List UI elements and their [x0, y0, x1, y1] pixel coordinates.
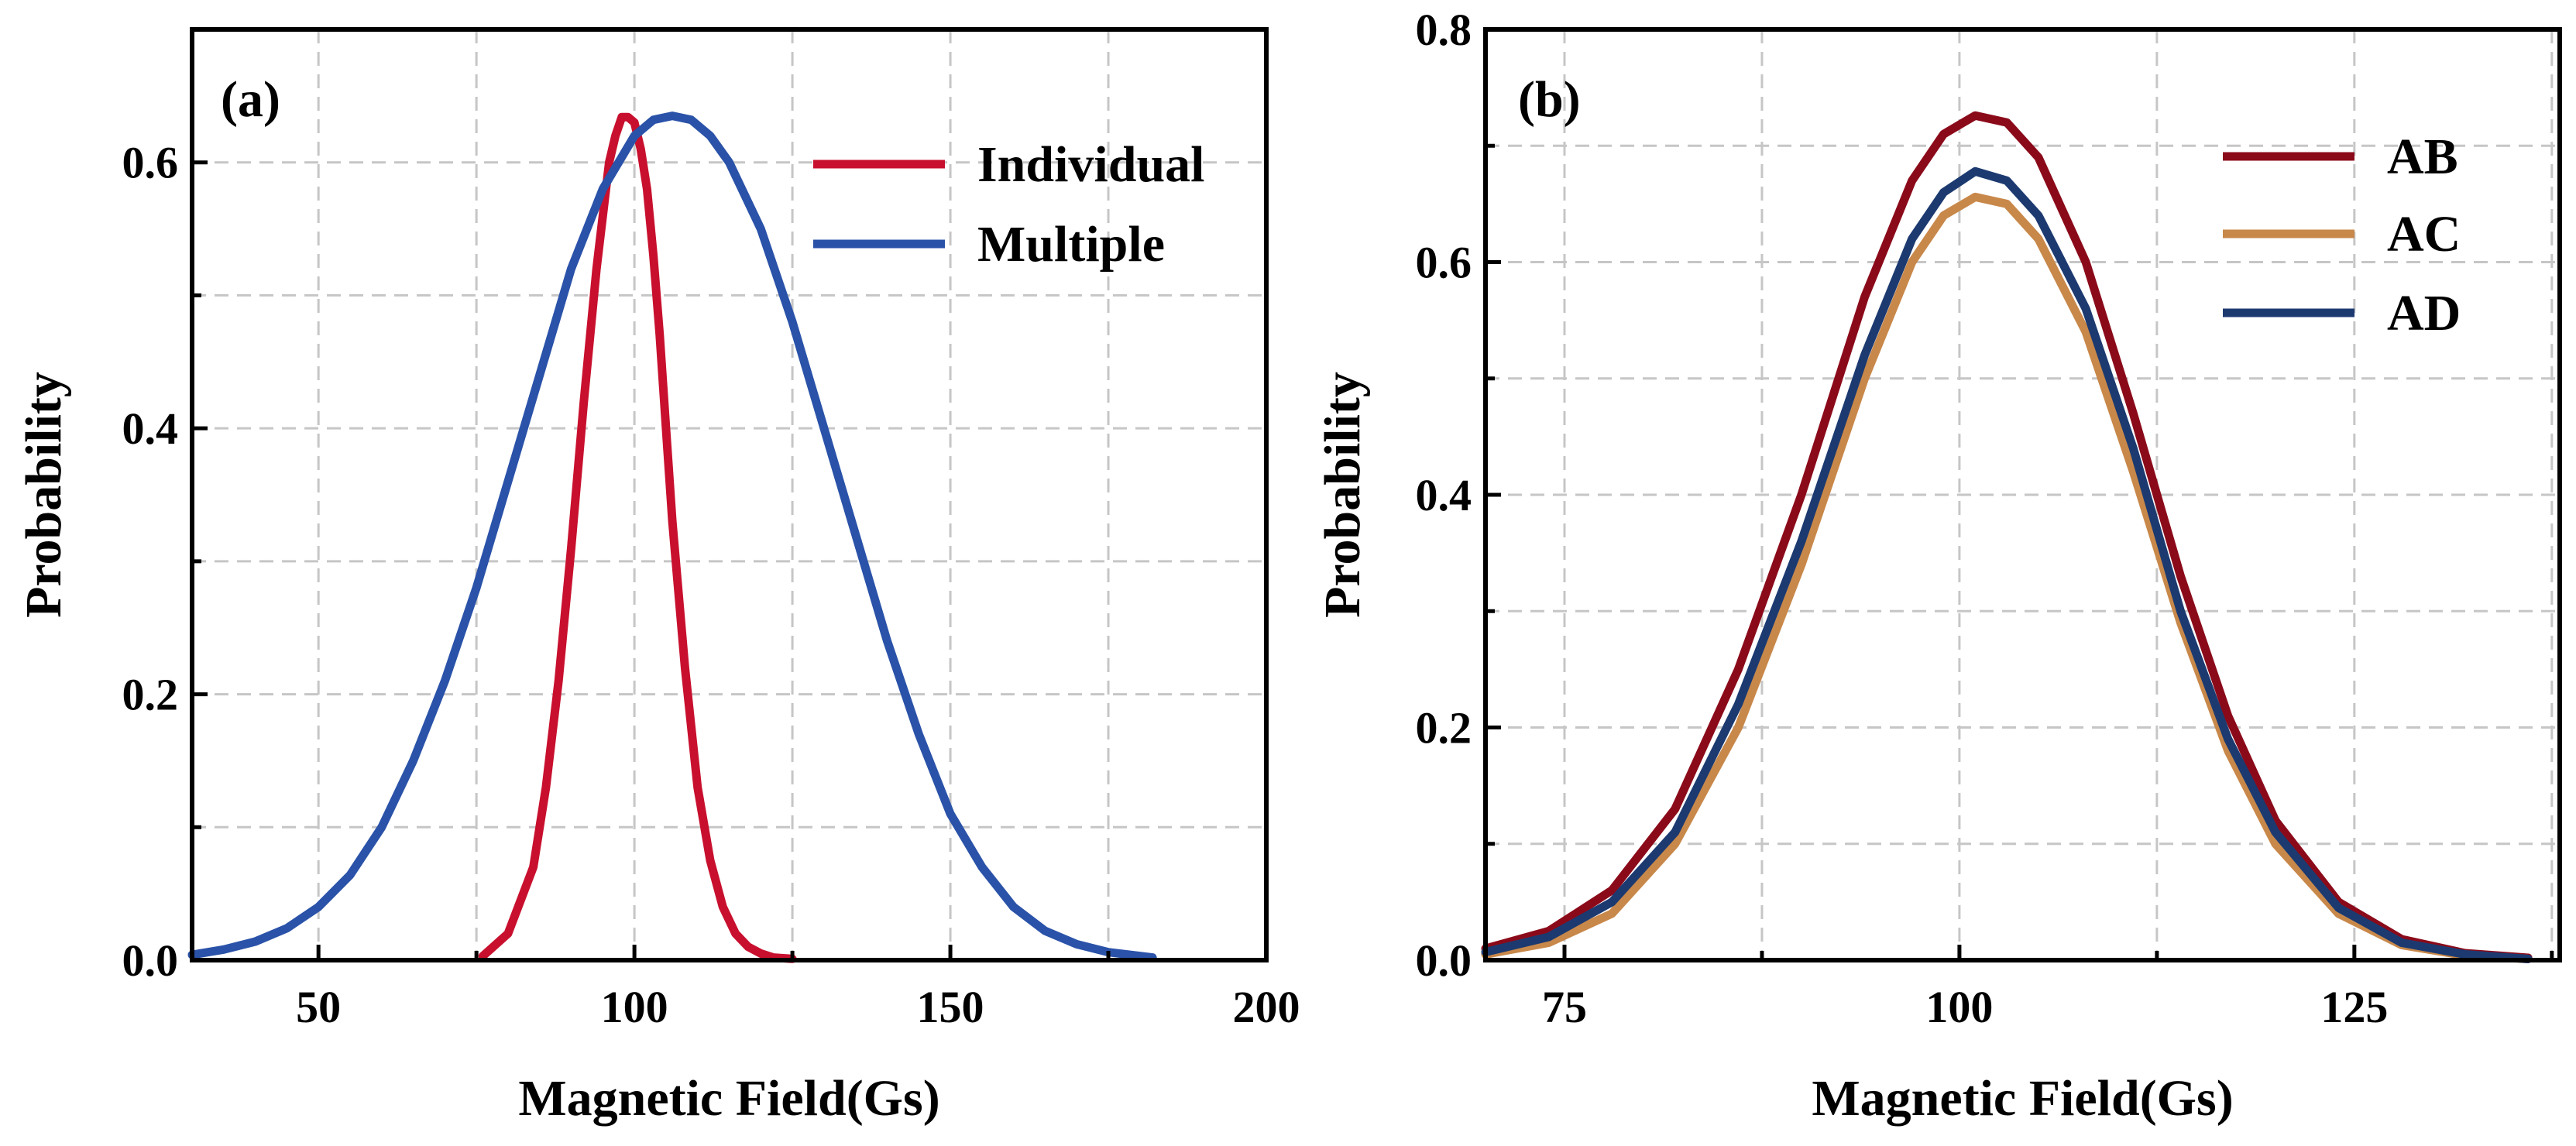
y-tick-label: 0.0 — [1416, 935, 1472, 986]
y-tick-label: 0.6 — [1416, 238, 1472, 288]
x-tick-label: 75 — [1542, 982, 1587, 1032]
legend: Individual Multiple — [813, 136, 1205, 273]
series-line-multiple — [187, 112, 1157, 962]
y-axis-label: Probability — [1314, 372, 1371, 618]
x-axis-label: Magnetic Field(Gs) — [1812, 1070, 2233, 1127]
y-tick-label: 0.6 — [122, 138, 179, 188]
series-line-ad — [1481, 166, 2533, 963]
legend-label-individual: Individual — [977, 136, 1205, 193]
chart-panel-b: 75 100 125 0.0 0.2 0.4 0.6 0.8 Magnetic Field(Gs… — [1314, 5, 2562, 1127]
x-tick-label: 125 — [2320, 982, 2388, 1032]
y-tick-label: 0.4 — [1416, 470, 1472, 520]
legend-label-ad: AD — [2387, 285, 2461, 341]
series-line-individual — [478, 112, 797, 963]
legend: AB AC AD — [2223, 129, 2461, 341]
series-line-ac — [1481, 192, 2533, 963]
x-tick-label: 100 — [1925, 982, 1993, 1032]
x-tick-label: 200 — [1233, 982, 1300, 1032]
x-axis-label: Magnetic Field(Gs) — [518, 1070, 939, 1127]
y-tick-label: 0.2 — [122, 670, 179, 720]
legend-label-ac: AC — [2387, 206, 2461, 262]
chart-panel-a: 50 100 150 200 0.0 0.2 0.4 0.6 Magnetic Field(Gs… — [15, 27, 1300, 1127]
x-tick-label: 50 — [296, 982, 341, 1032]
series-line-ab — [1481, 111, 2533, 962]
y-tick-label: 0.2 — [1416, 703, 1472, 753]
legend-label-multiple: Multiple — [977, 216, 1165, 273]
y-tick-label: 0.4 — [122, 403, 179, 454]
panel-label: (b) — [1518, 71, 1581, 128]
panel-label: (a) — [221, 71, 280, 128]
y-tick-label: 0.8 — [1416, 5, 1472, 55]
plot-frame — [190, 27, 1269, 962]
legend-label-ab: AB — [2387, 129, 2458, 185]
x-tick-label: 100 — [601, 982, 668, 1032]
x-tick-label: 150 — [917, 982, 984, 1032]
y-axis-label: Probability — [15, 372, 72, 618]
y-tick-label: 0.0 — [122, 935, 179, 986]
